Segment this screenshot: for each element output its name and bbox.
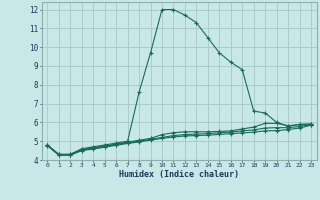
X-axis label: Humidex (Indice chaleur): Humidex (Indice chaleur) xyxy=(119,170,239,179)
